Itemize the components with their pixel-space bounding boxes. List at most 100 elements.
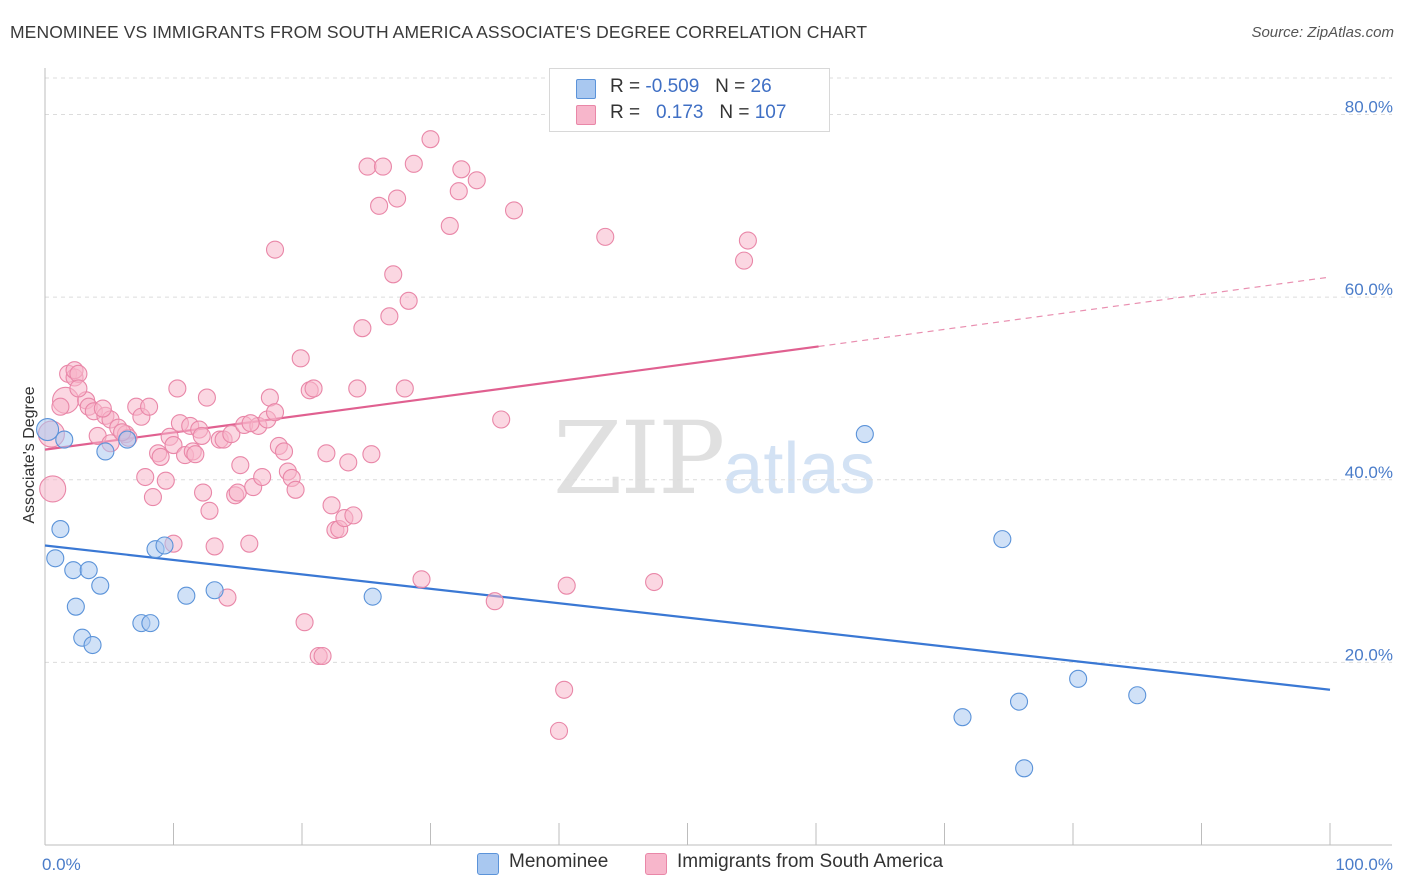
point-menominee [79,561,98,580]
point-immigrants [265,240,285,259]
point-menominee [1069,669,1088,688]
point-immigrants [200,501,219,520]
point-immigrants [274,442,294,461]
point-immigrants [384,265,403,284]
point-menominee [51,520,70,539]
point-menominee [1128,686,1147,705]
point-immigrants [194,483,213,502]
point-menominee [1009,692,1029,711]
point-immigrants [241,414,260,433]
point-immigrants [317,444,336,463]
point-immigrants [286,480,305,499]
watermark-zip: ZIP [553,400,725,517]
trend-line-0 [44,544,1331,691]
y-tick-label: 40.0% [1345,463,1393,482]
legend-n-value: 107 [754,102,787,123]
point-menominee [953,708,972,727]
point-immigrants [399,291,418,310]
y-tick-label: 20.0% [1345,645,1393,664]
legend-r-value: 0.173 [655,102,704,123]
point-immigrants [136,467,155,487]
legend-label-menominee: Menominee [509,851,609,872]
point-menominee [363,587,382,606]
series-legend: Menominee Immigrants from South America [0,851,1406,879]
y-tick-label: 60.0% [1345,280,1393,299]
point-immigrants [734,251,754,270]
chart-source: Source: ZipAtlas.com [1251,24,1394,41]
point-menominee [91,576,110,595]
point-immigrants [231,456,250,475]
point-menominee [83,635,102,655]
point-immigrants [205,537,224,556]
point-immigrants [504,201,524,220]
point-immigrants [596,227,615,246]
point-menominee [66,597,85,616]
point-immigrants [373,157,393,176]
point-immigrants [164,436,183,455]
stats-legend: R = -0.509 N = 26 R = 0.173 N = 107 [549,68,830,132]
point-immigrants [313,646,332,666]
point-menominee [118,430,137,449]
point-immigrants [304,379,323,398]
point-immigrants [485,592,504,611]
point-menominee [64,561,83,580]
y-axis-label: Associate's Degree [21,386,38,523]
legend-r-label: R = [610,76,641,97]
point-menominee [36,417,60,442]
point-immigrants [253,467,272,487]
point-immigrants [370,196,389,215]
point-immigrants [168,379,187,398]
point-immigrants [140,397,159,416]
point-menominee [855,425,874,444]
point-menominee [1015,759,1034,778]
point-immigrants [440,216,459,235]
point-immigrants [265,403,285,422]
legend-swatch-immigrants [645,853,667,875]
trend-line-extension-1 [818,276,1331,348]
point-immigrants [467,171,486,190]
point-immigrants [228,483,247,502]
legend-n-value: 26 [750,76,772,97]
legend-r-label: R = [610,102,641,123]
point-menominee [141,614,160,633]
tick-labels: 20.0% 40.0% 60.0% 80.0% 0.0% 100.0% [42,98,1393,874]
legend-swatch-menominee [477,853,499,875]
point-menominee [993,530,1012,549]
legend-n-label: N = [715,76,746,97]
point-immigrants [291,349,310,368]
point-immigrants [51,397,70,416]
legend-n-label: N = [719,102,750,123]
point-immigrants [322,496,341,515]
point-immigrants [492,410,511,429]
point-immigrants [240,534,259,553]
point-immigrants [555,680,574,699]
point-immigrants [362,445,381,464]
point-immigrants [69,379,88,398]
point-immigrants [404,154,423,173]
point-menominee [177,586,196,605]
data-points [36,130,1147,778]
point-immigrants [151,447,170,466]
point-menominee [46,549,65,568]
axes [44,68,1392,846]
point-immigrants [388,189,407,208]
point-immigrants [380,307,399,326]
x-tick-label: 0.0% [42,855,81,874]
point-menominee [96,442,115,461]
point-immigrants [39,475,67,503]
point-immigrants [421,130,440,149]
point-immigrants [93,399,112,418]
legend-r-value: -0.509 [645,76,700,97]
point-menominee [205,581,224,600]
watermark-atlas: atlas [723,429,876,509]
point-immigrants [192,426,211,445]
point-immigrants [156,471,175,490]
point-immigrants [197,388,216,407]
point-immigrants [348,379,367,398]
point-immigrants [143,488,162,507]
trend-lines [44,276,1331,691]
legend-label-immigrants: Immigrants from South America [677,851,944,872]
point-immigrants [452,160,471,179]
point-immigrants [549,721,569,740]
